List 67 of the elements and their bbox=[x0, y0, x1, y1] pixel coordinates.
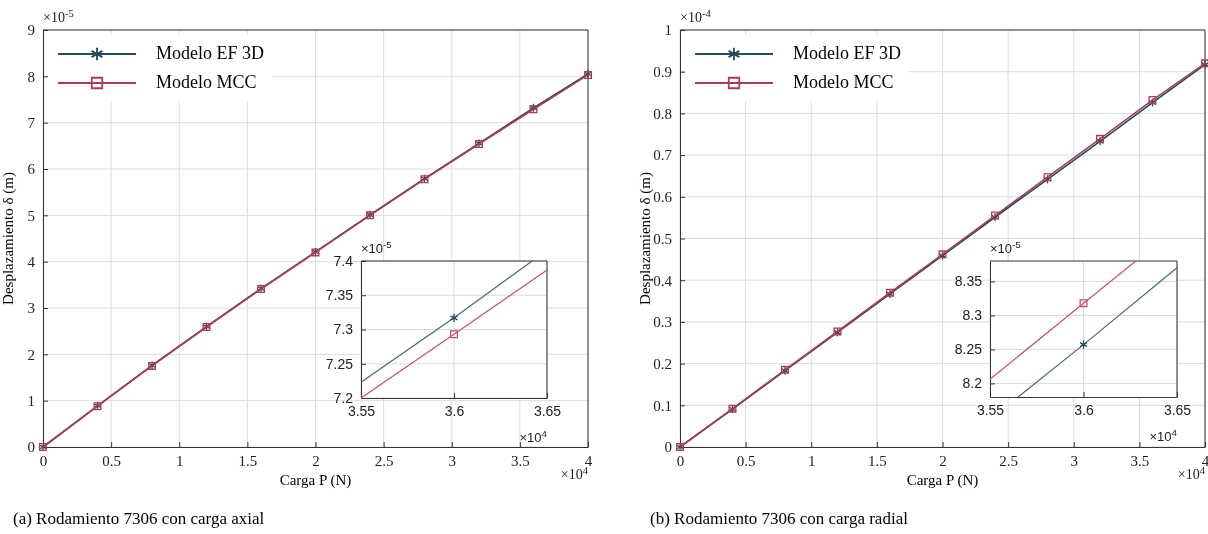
y-tick-label: 0.1 bbox=[653, 397, 672, 414]
legend-label: Modelo EF 3D bbox=[793, 43, 901, 64]
y-tick-label: 4 bbox=[27, 253, 36, 270]
x-tick-label: 0 bbox=[39, 452, 48, 469]
y-tick-label: 7 bbox=[27, 114, 36, 131]
y-tick-label: 8.2 bbox=[962, 375, 983, 392]
legend-label: Modelo MCC bbox=[793, 72, 894, 93]
y-tick-label: 5 bbox=[27, 207, 35, 224]
x-tick-label: 2.5 bbox=[374, 452, 394, 469]
x-tick-label: 1 bbox=[808, 452, 816, 469]
y-tick-label: 8.3 bbox=[962, 307, 983, 324]
text: ×10$^{4}$ bbox=[1177, 464, 1206, 482]
annotation: ×10$^{4}$ bbox=[1149, 426, 1178, 444]
annotation: ×10$^{-5}$ bbox=[361, 238, 393, 256]
text: ×10$^{-4}$ bbox=[680, 7, 712, 25]
legend-label: Modelo EF 3D bbox=[156, 43, 264, 64]
y-tick-label: 7.25 bbox=[325, 355, 354, 372]
text: (a) Rodamiento 7306 con carga axial bbox=[13, 509, 265, 528]
y-tick-label: 6 bbox=[27, 161, 36, 178]
y-tick-label: 8.25 bbox=[954, 341, 983, 358]
x-tick-label: 2 bbox=[312, 452, 320, 469]
y-tick-label: 0.4 bbox=[653, 272, 673, 289]
annotation: ×10$^{4}$ bbox=[519, 427, 548, 445]
x-tick-label: 3.5 bbox=[511, 452, 530, 469]
x-tick-label: 3.6 bbox=[1074, 401, 1094, 418]
x-tick-label: 3.65 bbox=[1163, 401, 1192, 418]
y-tick-label: 7.35 bbox=[325, 287, 354, 304]
y-tick-label: 0.7 bbox=[653, 147, 673, 164]
y-tick-label: 7.3 bbox=[333, 321, 354, 338]
y-tick-label: 0 bbox=[27, 439, 35, 456]
y-tick-label: 1 bbox=[664, 22, 672, 39]
annotation: ×10$^{-5}$ bbox=[990, 238, 1022, 256]
y-tick-label: 0.5 bbox=[653, 230, 672, 247]
text: (b) Rodamiento 7306 con carga radial bbox=[650, 509, 909, 528]
x-tick-label: 1.5 bbox=[238, 452, 258, 469]
y-tick-label: 0.8 bbox=[653, 105, 672, 122]
x-tick-label: 3.6 bbox=[444, 402, 465, 419]
y-tick-label: 0.6 bbox=[653, 189, 673, 206]
y-tick-label: 7.4 bbox=[333, 252, 354, 269]
x-tick-label: 3 bbox=[448, 452, 456, 469]
y-axis-title: Desplazamiento δ (m) bbox=[637, 172, 654, 305]
x-tick-label: 3.5 bbox=[1130, 452, 1150, 469]
x-tick-label: 2.5 bbox=[999, 452, 1018, 469]
x-tick-label: 0 bbox=[676, 452, 685, 469]
y-tick-label: 8 bbox=[27, 68, 35, 85]
legend-label: Modelo MCC bbox=[156, 72, 257, 93]
x-tick-label: 1.5 bbox=[868, 452, 887, 469]
y-tick-label: 2 bbox=[27, 346, 35, 363]
y-tick-label: 0.2 bbox=[653, 355, 672, 372]
y-tick-label: 9 bbox=[27, 22, 35, 39]
y-tick-label: 0 bbox=[664, 439, 672, 456]
x-tick-label: 0.5 bbox=[736, 452, 756, 469]
y-tick-label: 0.9 bbox=[653, 64, 672, 80]
x-tick-label: 1 bbox=[176, 452, 184, 469]
text: ×10$^{-5}$ bbox=[43, 7, 74, 25]
y-tick-label: 8.35 bbox=[954, 273, 983, 290]
y-tick-label: 0.3 bbox=[653, 314, 672, 331]
x-tick-label: 3.65 bbox=[533, 402, 562, 419]
y-tick-label: 3 bbox=[27, 300, 35, 317]
x-tick-label: 3 bbox=[1070, 452, 1078, 469]
x-tick-label: 3.55 bbox=[976, 401, 1005, 418]
x-axis-title: Carga P (N) bbox=[906, 472, 979, 489]
y-axis-title: Desplazamiento δ (m) bbox=[0, 172, 17, 305]
x-axis-title: Carga P (N) bbox=[279, 472, 352, 489]
text: ×10$^{4}$ bbox=[560, 464, 589, 482]
x-tick-label: 2 bbox=[939, 452, 947, 469]
x-tick-label: 0.5 bbox=[102, 452, 121, 469]
